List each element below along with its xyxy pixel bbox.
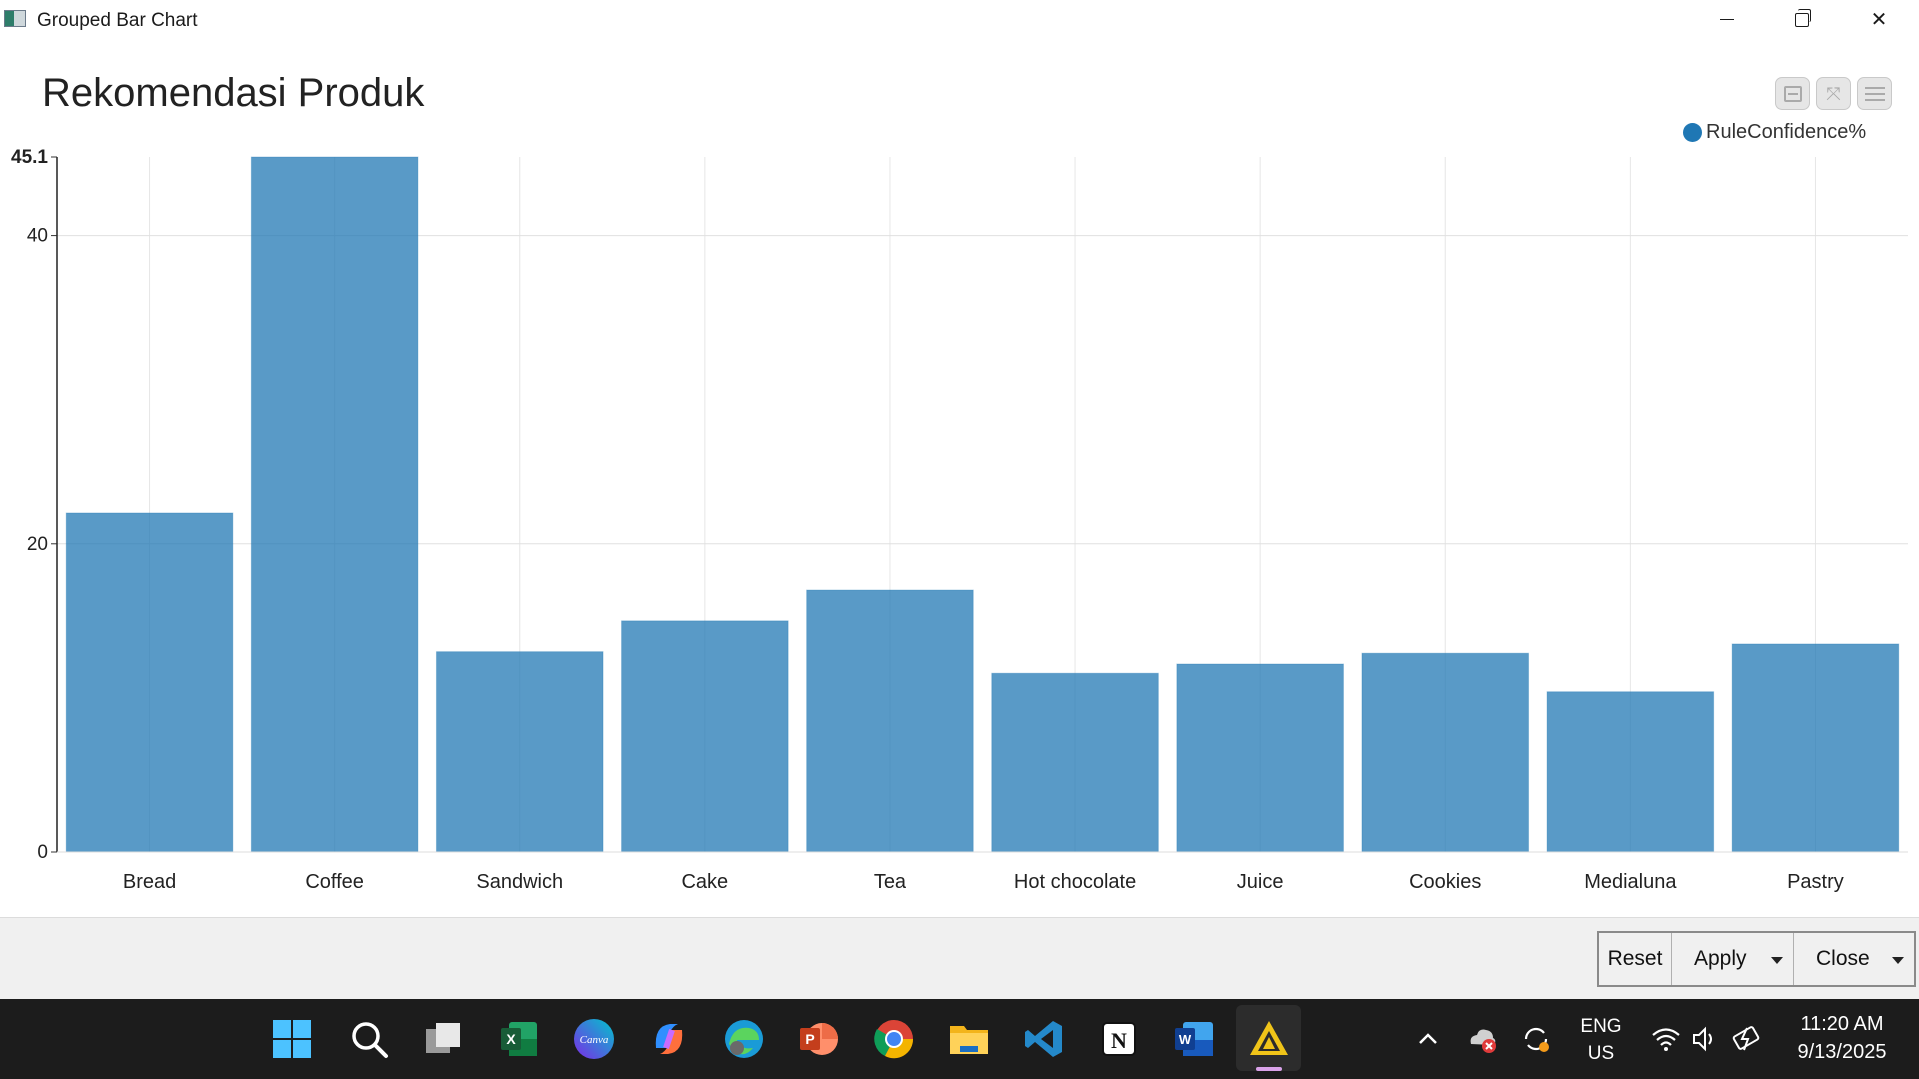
- chart-title: Rekomendasi Produk: [42, 71, 425, 115]
- wifi-icon[interactable]: [1644, 1017, 1688, 1061]
- sync-icon[interactable]: [1514, 1017, 1558, 1061]
- x-tick-label: Cookies: [1409, 871, 1481, 893]
- volume-icon[interactable]: [1683, 1017, 1727, 1061]
- x-tick-label: Hot chocolate: [1014, 871, 1136, 893]
- edge-icon[interactable]: [722, 1017, 766, 1061]
- legend-swatch: [1683, 123, 1702, 142]
- y-tick-label: 0: [37, 842, 48, 863]
- svg-text:W: W: [1179, 1032, 1192, 1047]
- language-indicator-top[interactable]: ENG: [1580, 1016, 1622, 1037]
- powerpoint-icon[interactable]: P: [797, 1017, 841, 1061]
- chart-window-icon: [4, 10, 26, 27]
- bar-cookies: [1361, 652, 1530, 853]
- taskbar: X Canva P N W ENG US: [0, 999, 1919, 1079]
- bar-chart-plot: 0 20 40 45.1 Bread Coffee Sandwich Cake Tea Hot c…: [11, 147, 1908, 893]
- dialog-button-bar: Reset Apply Close: [0, 917, 1919, 999]
- battery-charging-icon[interactable]: [1726, 1017, 1770, 1061]
- apply-button[interactable]: Apply: [1672, 933, 1794, 985]
- file-explorer-icon[interactable]: [947, 1017, 991, 1061]
- y-tick-label: 20: [27, 534, 48, 555]
- apply-label: Apply: [1694, 947, 1747, 970]
- bar-juice: [1176, 663, 1344, 853]
- active-app-indicator: [1256, 1067, 1282, 1071]
- clock-time[interactable]: 11:20 AM: [1800, 1013, 1884, 1035]
- language-indicator-bottom[interactable]: US: [1587, 1043, 1615, 1064]
- bar-bread: [65, 512, 234, 853]
- chart-legend[interactable]: RuleConfidence%: [1683, 121, 1866, 144]
- legend-label: RuleConfidence%: [1706, 121, 1867, 143]
- close-dropdown-icon[interactable]: [1892, 957, 1904, 964]
- y-tick-label: 45.1: [11, 147, 48, 168]
- x-tick-label: Coffee: [305, 871, 364, 893]
- notion-icon[interactable]: N: [1097, 1017, 1141, 1061]
- chart-area: Rekomendasi Produk ⤧ RuleConfidence% 0 20…: [0, 39, 1919, 917]
- copilot-icon[interactable]: [647, 1017, 691, 1061]
- active-app-icon[interactable]: [1247, 1017, 1291, 1061]
- reset-button[interactable]: Reset: [1599, 933, 1672, 985]
- svg-text:Canva: Canva: [580, 1034, 609, 1046]
- collapse-button[interactable]: [1775, 77, 1810, 110]
- x-tick-label: Juice: [1237, 871, 1284, 893]
- apply-dropdown-icon[interactable]: [1771, 957, 1783, 964]
- minimize-button[interactable]: [1692, 0, 1762, 39]
- bar-medialuna: [1546, 691, 1715, 853]
- menu-button[interactable]: [1857, 77, 1892, 110]
- chrome-icon[interactable]: [872, 1017, 916, 1061]
- svg-text:N: N: [1111, 1028, 1127, 1053]
- bar-sandwich: [435, 651, 604, 853]
- close-window-button[interactable]: ✕: [1844, 0, 1914, 39]
- x-tick-label: Bread: [123, 871, 176, 893]
- x-tick-label: Pastry: [1787, 871, 1844, 893]
- windows-start-icon[interactable]: [270, 1017, 314, 1061]
- svg-text:X: X: [506, 1031, 516, 1047]
- close-label: Close: [1816, 947, 1870, 970]
- minimize-icon: [1720, 18, 1734, 21]
- bar-hot-chocolate: [991, 672, 1159, 853]
- window-titlebar: Grouped Bar Chart ✕: [0, 0, 1919, 39]
- bar-cake: [621, 620, 789, 853]
- reset-label: Reset: [1607, 947, 1663, 970]
- y-tick-label: 40: [27, 226, 48, 247]
- x-tick-label: Cake: [681, 871, 728, 893]
- show-hidden-icons-icon[interactable]: [1406, 1017, 1450, 1061]
- x-tick-label: Sandwich: [476, 871, 563, 893]
- restore-icon: [1795, 8, 1811, 27]
- bar-pastry: [1731, 643, 1900, 853]
- window-title: Grouped Bar Chart: [37, 10, 198, 31]
- bar-coffee: [250, 156, 419, 853]
- collapse-icon: [1783, 85, 1802, 102]
- clock-date[interactable]: 9/13/2025: [1797, 1041, 1887, 1063]
- restore-button[interactable]: [1767, 0, 1837, 39]
- close-icon: ✕: [1870, 9, 1888, 31]
- x-tick-label: Tea: [874, 871, 907, 893]
- bar-tea: [806, 589, 974, 853]
- chart-toolbar: ⤧: [1775, 77, 1892, 110]
- canva-icon[interactable]: Canva: [572, 1017, 616, 1061]
- task-view-icon[interactable]: [422, 1017, 466, 1061]
- dialog-button-group: Reset Apply Close: [1597, 931, 1916, 987]
- expand-button[interactable]: ⤧: [1816, 77, 1851, 110]
- x-tick-label: Medialuna: [1584, 871, 1677, 893]
- search-icon[interactable]: [347, 1017, 391, 1061]
- vscode-icon[interactable]: [1022, 1017, 1066, 1061]
- word-icon[interactable]: W: [1172, 1017, 1216, 1061]
- svg-text:P: P: [805, 1031, 814, 1047]
- excel-icon[interactable]: X: [497, 1017, 541, 1061]
- expand-icon: ⤧: [1826, 83, 1841, 104]
- menu-icon: [1864, 86, 1885, 101]
- close-button[interactable]: Close: [1794, 933, 1914, 985]
- onedrive-error-icon[interactable]: [1460, 1017, 1504, 1061]
